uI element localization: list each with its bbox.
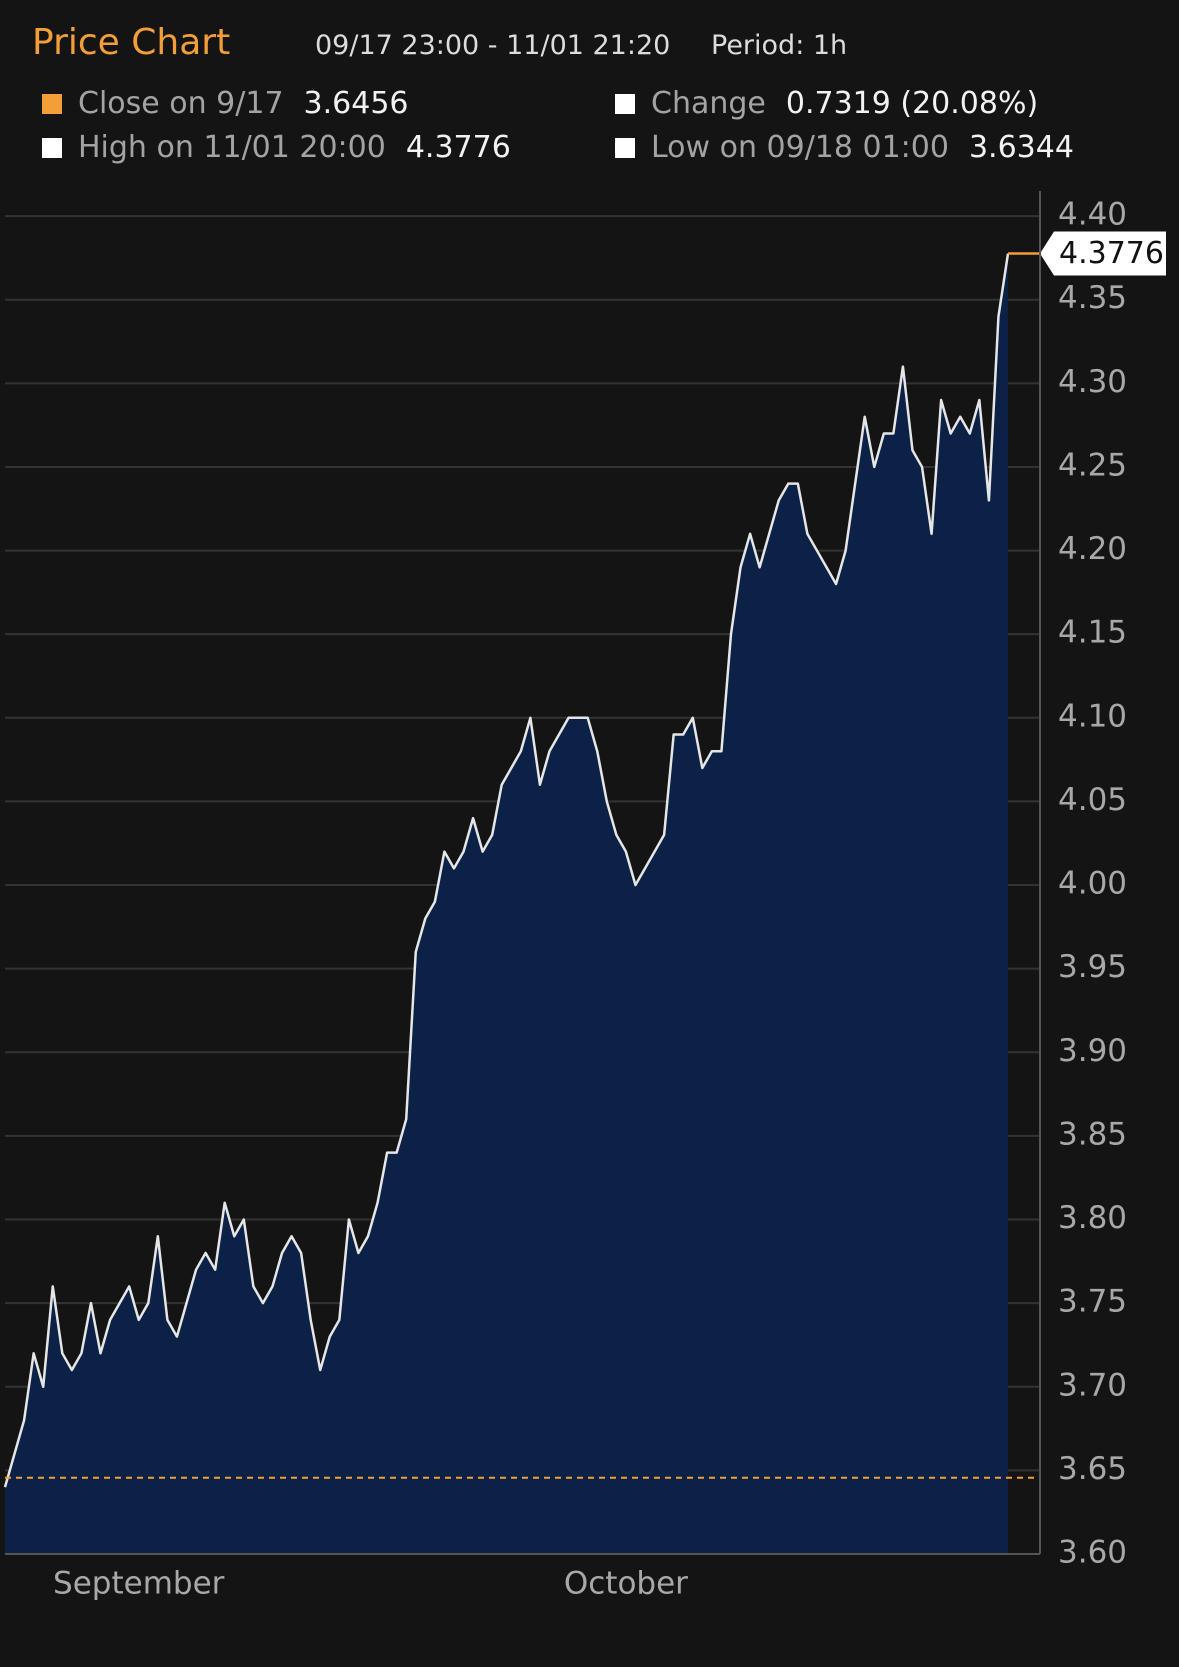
date-range: 09/17 23:00 - 11/01 21:20: [315, 30, 671, 61]
chart-title: Price Chart: [32, 22, 231, 63]
y-tick-label: 3.80: [1058, 1200, 1127, 1236]
y-tick-label: 3.60: [1058, 1535, 1127, 1571]
y-tick-label: 4.05: [1058, 782, 1127, 818]
y-tick-label: 4.00: [1058, 866, 1127, 902]
period: Period: 1h: [711, 30, 848, 61]
area-fill: [5, 253, 1008, 1554]
stat-label: Low on 09/18 01:00: [651, 130, 949, 165]
y-tick-label: 4.25: [1058, 447, 1127, 483]
x-tick-label: September: [53, 1566, 225, 1602]
y-tick-label: 4.35: [1058, 280, 1127, 316]
y-tick-label: 3.90: [1058, 1033, 1127, 1069]
y-tick-label: 4.10: [1058, 698, 1127, 734]
stat-value: 3.6456: [303, 86, 409, 121]
y-tick-label: 4.30: [1058, 364, 1127, 400]
last-value-box: [1040, 231, 1166, 276]
price-line: [3, 253, 1010, 1488]
stat-label: Close on 9/17: [78, 86, 284, 121]
y-tick-label: 3.70: [1058, 1367, 1127, 1403]
stat-item: Low on 09/18 01:00 3.6344: [615, 130, 1074, 165]
x-tick-label: October: [564, 1566, 688, 1602]
y-tick-label: 4.20: [1058, 531, 1127, 567]
y-tick-label: 3.65: [1058, 1451, 1127, 1487]
y-tick-label: 4.15: [1058, 615, 1127, 651]
y-tick-label: 4.40: [1058, 197, 1127, 233]
y-tick-label: 3.85: [1058, 1116, 1127, 1152]
stat-value: 4.3776: [405, 130, 511, 165]
stat-item: High on 11/01 20:00 4.3776: [42, 130, 511, 165]
y-tick-label: 3.95: [1058, 949, 1127, 985]
stat-value: 0.7319 (20.08%): [785, 86, 1039, 121]
stat-label: High on 11/01 20:00: [78, 130, 386, 165]
last-value-label: 4.3776: [1059, 236, 1164, 271]
stat-item: Change 0.7319 (20.08%): [615, 86, 1038, 121]
legend-swatch: [615, 137, 635, 158]
stat-value: 3.6344: [968, 130, 1074, 165]
legend-swatch: [42, 93, 62, 114]
y-tick-label: 3.75: [1058, 1284, 1127, 1320]
legend-swatch: [615, 93, 635, 114]
stat-label: Change: [651, 86, 766, 121]
legend-swatch: [42, 137, 62, 158]
stat-item: Close on 9/17 3.6456: [42, 86, 409, 121]
